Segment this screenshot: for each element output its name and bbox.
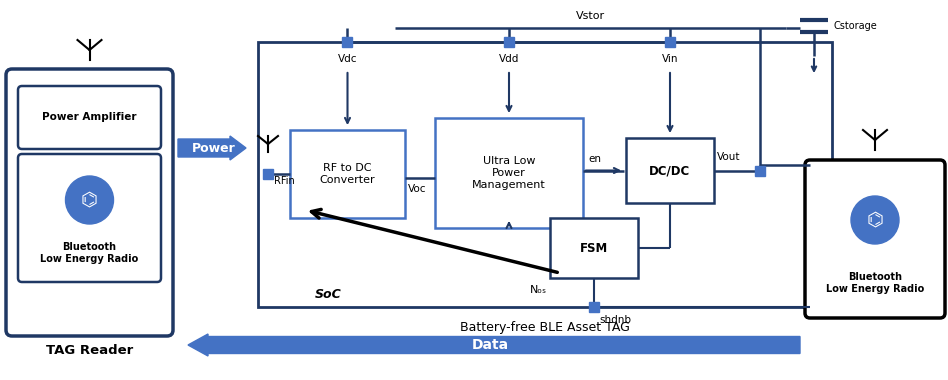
Text: Ultra Low
Power
Management: Ultra Low Power Management (472, 157, 546, 190)
Bar (258, 42, 832, 307)
Text: Data: Data (471, 338, 508, 352)
Circle shape (851, 196, 899, 244)
FancyBboxPatch shape (18, 86, 161, 149)
Text: Power: Power (192, 141, 236, 155)
Text: ⌬: ⌬ (81, 190, 98, 209)
Text: Power Amplifier: Power Amplifier (43, 112, 137, 122)
Bar (626, 138, 714, 203)
Text: Bluetooth
Low Energy Radio: Bluetooth Low Energy Radio (41, 242, 138, 264)
Text: Nₒₛ: Nₒₛ (530, 285, 547, 295)
FancyArrow shape (178, 136, 246, 160)
Text: RF to DC
Converter: RF to DC Converter (319, 163, 375, 185)
Text: ⌬: ⌬ (866, 211, 884, 230)
Text: shdnb: shdnb (599, 315, 631, 325)
FancyBboxPatch shape (6, 69, 173, 336)
Bar (550, 218, 638, 278)
Circle shape (65, 176, 114, 224)
Text: Battery-free BLE Asset TAG: Battery-free BLE Asset TAG (460, 320, 629, 334)
Text: Vdc: Vdc (337, 54, 357, 64)
Text: TAG Reader: TAG Reader (46, 344, 133, 356)
Text: Vdd: Vdd (499, 54, 520, 64)
Text: Cstorage: Cstorage (834, 21, 878, 31)
Bar (435, 118, 583, 228)
Text: en: en (588, 155, 601, 165)
FancyArrow shape (188, 334, 800, 356)
Text: Voc: Voc (408, 184, 427, 195)
Text: Vout: Vout (717, 152, 740, 163)
Text: SoC: SoC (315, 288, 341, 301)
Text: RFin: RFin (274, 176, 295, 186)
Text: FSM: FSM (580, 242, 608, 255)
FancyBboxPatch shape (805, 160, 945, 318)
Text: Bluetooth
Low Energy Radio: Bluetooth Low Energy Radio (826, 272, 924, 294)
Text: Vin: Vin (662, 54, 678, 64)
FancyBboxPatch shape (18, 154, 161, 282)
Text: DC/DC: DC/DC (649, 164, 691, 177)
Text: Vstor: Vstor (576, 11, 605, 21)
Bar (290, 130, 405, 218)
